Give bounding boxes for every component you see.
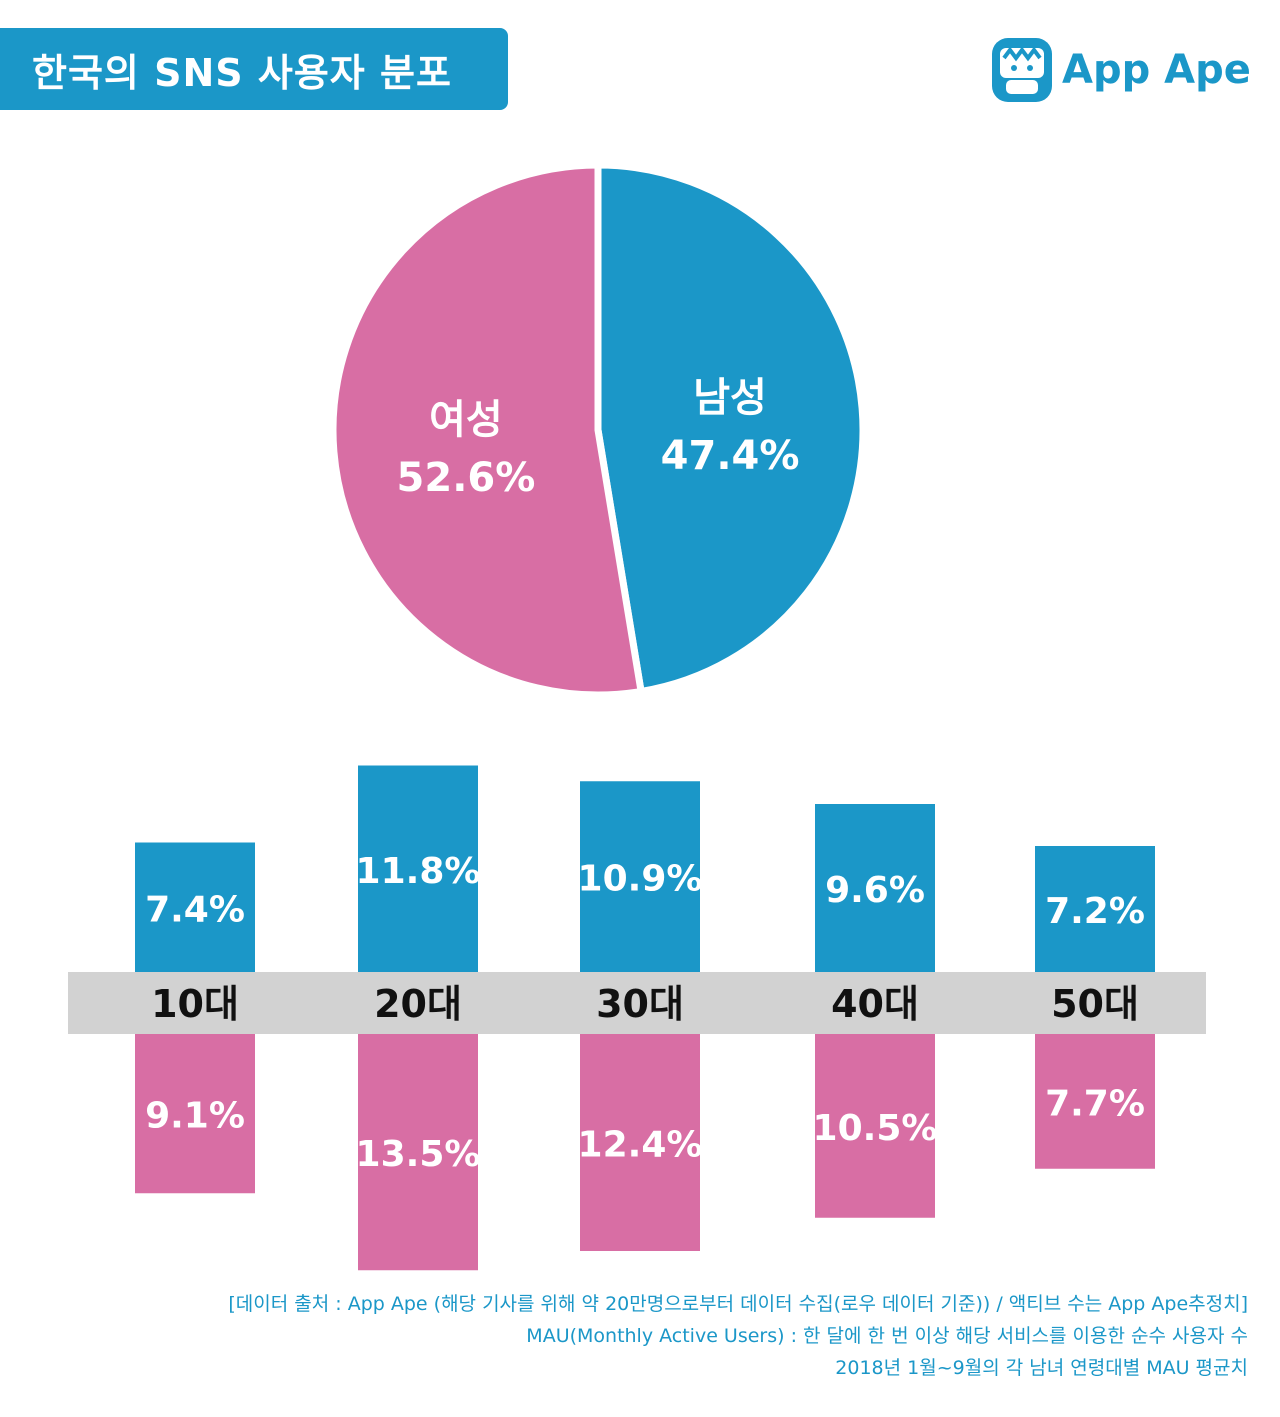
female-bar xyxy=(580,1034,700,1251)
female-bar xyxy=(815,1034,935,1218)
ape-face-icon xyxy=(992,38,1052,102)
pie-slice xyxy=(594,161,867,696)
footer-period: 2018년 1월~9월의 각 남녀 연령대별 MAU 평균치 xyxy=(835,1357,1248,1379)
male-bar-label: 7.2% xyxy=(1045,891,1145,932)
female-bar-label: 9.1% xyxy=(145,1096,245,1137)
pie-slice xyxy=(329,161,646,699)
male-bar xyxy=(1035,846,1155,972)
female-bar xyxy=(358,1034,478,1271)
pie-slice-value: 47.4% xyxy=(661,433,800,479)
male-bar xyxy=(358,765,478,972)
female-bar xyxy=(1035,1034,1155,1169)
footer-source: [데이터 출처 : App Ape (해당 기사를 위해 약 20만명으로부터 … xyxy=(228,1293,1248,1315)
footer-notes: [데이터 출처 : App Ape (해당 기사를 위해 약 20만명으로부터 … xyxy=(228,1288,1248,1384)
pie-slice-value: 52.6% xyxy=(397,455,536,501)
app-ape-logo: App Ape xyxy=(990,30,1251,110)
male-bar-label: 11.8% xyxy=(356,851,481,892)
pie-slice-label: 남성 xyxy=(693,375,767,421)
male-bar-label: 7.4% xyxy=(145,889,245,930)
pie-slice-label: 여성 xyxy=(429,397,503,443)
female-bar-label: 7.7% xyxy=(1045,1083,1145,1124)
female-bar-label: 13.5% xyxy=(356,1134,481,1175)
male-bar-label: 10.9% xyxy=(578,859,703,900)
male-bar xyxy=(580,781,700,972)
age-category-label: 40대 xyxy=(831,982,919,1026)
female-bar xyxy=(135,1034,255,1194)
title-banner: 한국의 SNS 사용자 분포 xyxy=(0,28,508,110)
age-category-label: 50대 xyxy=(1051,982,1139,1026)
female-bar-label: 12.4% xyxy=(578,1125,703,1166)
age-category-label: 10대 xyxy=(151,982,239,1026)
age-band xyxy=(68,972,1206,1034)
pie-chart: 남성 47.4% 여성 52.6% xyxy=(329,161,867,699)
page-title: 한국의 SNS 사용자 분포 xyxy=(32,50,452,95)
male-bar-label: 9.6% xyxy=(825,870,925,911)
age-category-label: 20대 xyxy=(374,982,462,1026)
female-bar-label: 10.5% xyxy=(813,1108,938,1149)
male-bar xyxy=(135,842,255,972)
male-bar xyxy=(815,804,935,972)
age-bar-chart: 7.4% 9.1% 11.8% 13.5% 10.9% 12.4% 9.6% 10.5% 7.2… xyxy=(68,765,1206,1271)
footer-mau-definition: MAU(Monthly Active Users) : 한 달에 한 번 이상 … xyxy=(526,1325,1248,1347)
logo-text: App Ape xyxy=(1062,47,1251,93)
age-category-label: 30대 xyxy=(596,982,684,1026)
